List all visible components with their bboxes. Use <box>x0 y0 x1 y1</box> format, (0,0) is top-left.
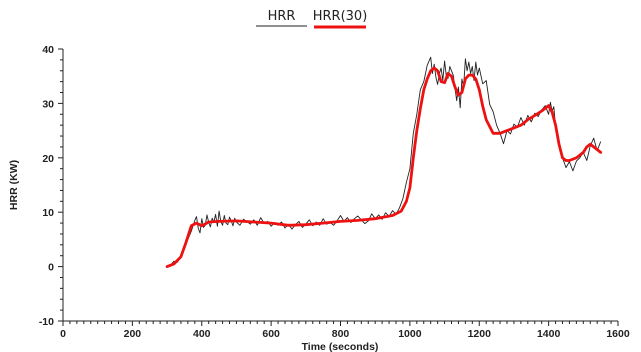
x-tick-label: 1200 <box>468 328 492 340</box>
x-tick-label: 1400 <box>537 328 561 340</box>
axes: 0 200 400 600 800 1000 1200 1400 1600 -10 0 10 20 30 4… <box>39 44 630 340</box>
y-tick-label: 30 <box>42 98 54 110</box>
y-tick-label: 0 <box>48 262 54 274</box>
x-tick-label: 1600 <box>606 328 630 340</box>
y-tick-label: 10 <box>42 207 54 219</box>
x-tick-label: 1000 <box>398 328 422 340</box>
x-tick-label: 200 <box>124 328 142 340</box>
legend-hrr30-label: HRR(30) <box>313 9 368 24</box>
plot-area <box>165 56 603 268</box>
x-tick-label: 800 <box>332 328 350 340</box>
y-tick-label: -10 <box>39 316 54 328</box>
y-tick-label: 40 <box>42 44 54 56</box>
legend-hrr-label: HRR <box>268 9 296 24</box>
y-tick-label: 20 <box>42 153 54 165</box>
series-line-hrr <box>166 56 602 268</box>
x-axis-title: Time (seconds) <box>302 341 379 352</box>
x-tick-label: 400 <box>193 328 211 340</box>
y-axis-title: HRR (KW) <box>8 160 20 210</box>
legend: HRR HRR(30) <box>256 9 368 29</box>
series-line-hrr-30 <box>165 66 603 268</box>
x-tick-label: 0 <box>60 328 66 340</box>
x-tick-label: 600 <box>262 328 280 340</box>
